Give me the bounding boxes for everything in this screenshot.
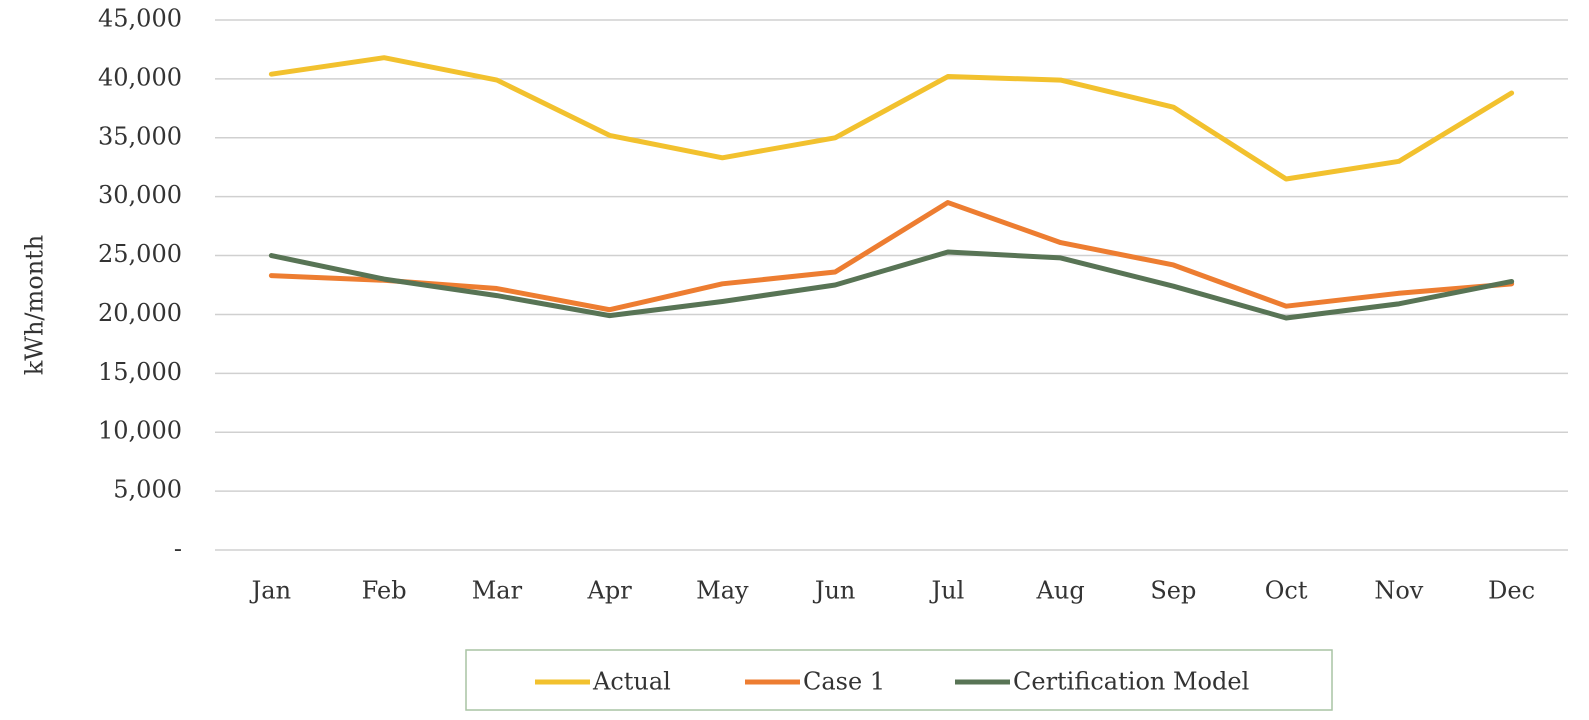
- x-tick-label: Nov: [1374, 577, 1423, 605]
- x-tick-label: May: [696, 577, 749, 605]
- x-tick-label: Apr: [587, 577, 633, 605]
- y-tick-label: 40,000: [98, 63, 182, 91]
- y-tick-label: 45,000: [98, 5, 182, 33]
- x-tick-label: Oct: [1265, 577, 1308, 605]
- legend-label: Actual: [592, 668, 671, 696]
- legend-box: [465, 649, 1333, 711]
- series-line: [268, 55, 1515, 182]
- x-tick-label: Aug: [1036, 577, 1085, 605]
- x-tick-label: Sep: [1150, 577, 1196, 605]
- x-tick-label: Feb: [362, 577, 407, 605]
- y-tick-label: 15,000: [98, 358, 182, 386]
- x-tick-label: Jul: [928, 577, 964, 605]
- legend-label: Certification Model: [1013, 668, 1249, 696]
- x-tick-label: Dec: [1488, 577, 1535, 605]
- y-tick-label: 35,000: [98, 122, 182, 150]
- x-tick-label: Jan: [249, 577, 291, 605]
- y-tick-label: -: [174, 535, 182, 563]
- x-tick-label: Mar: [472, 577, 523, 605]
- series-line: [268, 200, 1515, 313]
- series-line: [268, 249, 1515, 321]
- x-tick-label: Jun: [812, 577, 856, 605]
- legend-label: Case 1: [803, 668, 885, 696]
- y-tick-label: 5,000: [113, 476, 182, 504]
- y-tick-label: 30,000: [98, 181, 182, 209]
- y-axis-label: kWh/month: [21, 235, 49, 376]
- y-tick-label: 25,000: [98, 240, 182, 268]
- y-tick-label: 20,000: [98, 299, 182, 327]
- y-tick-label: 10,000: [98, 417, 182, 445]
